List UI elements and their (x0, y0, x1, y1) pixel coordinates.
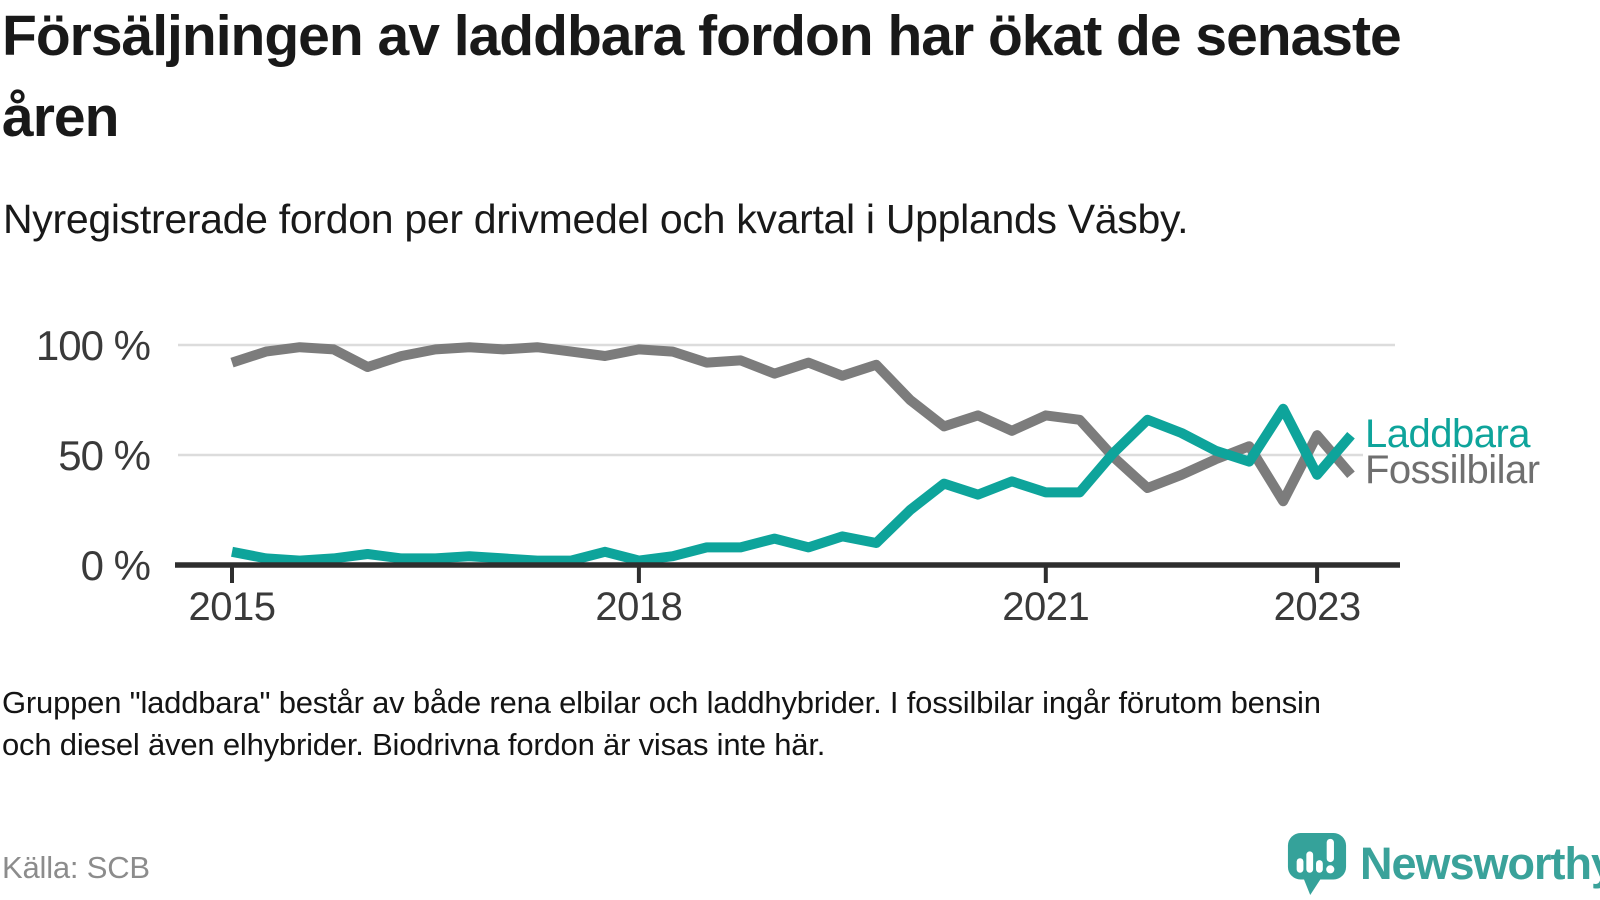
y-axis-label-100: 100 % (36, 322, 150, 369)
line-chart: 100 % 50 % 0 % 2015 2018 2021 2023 Laddb… (36, 322, 1540, 629)
laddbara-line (231, 403, 1355, 566)
x-axis-label-2021: 2021 (1002, 585, 1089, 629)
x-axis-label-2023: 2023 (1274, 585, 1361, 629)
source-credit: Källa: SCB (2, 850, 150, 885)
x-axis-label-2015: 2015 (189, 585, 276, 629)
y-axis-label-0: 0 % (81, 542, 150, 589)
newsworthy-logo-text: Newsworthy (1360, 838, 1600, 889)
legend-label-laddbara: Laddbara (1365, 412, 1531, 456)
y-axis-label-50: 50 % (58, 432, 150, 479)
chart-footnote: Gruppen "laddbara" består av både rena e… (2, 682, 1321, 766)
chart-subtitle: Nyregistrerade fordon per drivmedel och … (3, 196, 1189, 242)
newsworthy-logo: Newsworthy (1286, 831, 1600, 897)
footnote-line-2: och diesel även elhybrider. Biodrivna fo… (2, 727, 826, 762)
page-title: Försäljningen av laddbara fordon har öka… (2, 4, 1402, 149)
legend-label-fossilbilar: Fossilbilar (1365, 448, 1540, 492)
footnote-line-1: Gruppen "laddbara" består av både rena e… (2, 685, 1321, 720)
newsworthy-chart-bubble-icon (1287, 833, 1347, 895)
x-axis-label-2018: 2018 (595, 585, 682, 629)
fossilbilar-line (230, 342, 1355, 507)
